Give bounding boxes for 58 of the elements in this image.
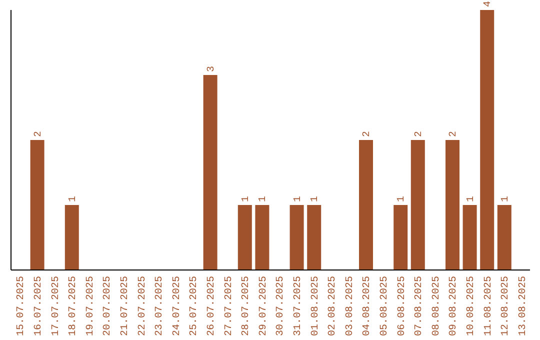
x-tick-label: 16.07.2025 — [33, 276, 44, 336]
x-tick-label: 26.07.2025 — [206, 276, 218, 336]
data-label: 1 — [500, 196, 512, 202]
bar — [64, 205, 79, 270]
x-tick-label: 21.07.2025 — [120, 276, 131, 336]
bar — [462, 205, 477, 270]
data-label: 4 — [483, 0, 494, 7]
data-label: 3 — [206, 66, 218, 72]
bar — [30, 140, 44, 270]
x-tick-label: 31.07.2025 — [292, 276, 304, 336]
bar — [359, 140, 373, 270]
x-tick-label: 18.07.2025 — [68, 276, 80, 336]
bar — [307, 205, 322, 270]
bar — [203, 75, 218, 270]
data-label: 2 — [448, 130, 460, 137]
x-tick-label: 15.07.2025 — [16, 276, 28, 336]
x-tick-label: 30.07.2025 — [276, 276, 287, 336]
x-tick-label: 19.07.2025 — [85, 276, 96, 336]
x-tick-label: 08.08.2025 — [431, 276, 442, 336]
bar — [290, 205, 304, 270]
data-label: 1 — [396, 196, 408, 202]
data-label: 2 — [414, 130, 425, 137]
x-tick-label: 10.08.2025 — [466, 276, 477, 336]
x-tick-label: 29.07.2025 — [258, 276, 270, 336]
x-tick-label: 13.08.2025 — [518, 276, 529, 336]
data-label: 1 — [310, 196, 322, 202]
x-tick-label: 23.07.2025 — [154, 276, 166, 336]
data-label: 1 — [466, 196, 477, 202]
bar — [446, 140, 460, 270]
x-tick-label: 25.07.2025 — [189, 276, 200, 336]
x-tick-label: 05.08.2025 — [379, 276, 390, 336]
x-tick-label: 09.08.2025 — [448, 276, 460, 336]
data-label: 1 — [240, 196, 252, 202]
bar — [410, 140, 425, 270]
bar — [480, 10, 494, 270]
x-tick-label: 12.08.2025 — [500, 276, 512, 336]
x-tick-label: 20.07.2025 — [102, 276, 114, 336]
x-tick-label: 04.08.2025 — [362, 276, 374, 336]
x-tick-label: 07.08.2025 — [414, 276, 426, 336]
data-label: 1 — [68, 196, 79, 202]
data-label: 1 — [292, 196, 304, 202]
x-tick-label: 27.07.2025 — [224, 276, 235, 336]
bar — [394, 205, 408, 270]
x-tick-label: 02.08.2025 — [328, 276, 339, 336]
x-tick-label: 03.08.2025 — [344, 276, 356, 336]
x-tick-label: 28.07.2025 — [241, 276, 252, 336]
x-tick-label: 22.07.2025 — [137, 276, 148, 336]
data-label: 2 — [362, 130, 373, 137]
bar — [238, 205, 252, 270]
data-label: 2 — [33, 130, 44, 137]
data-label: 1 — [258, 196, 270, 202]
x-tick-label: 17.07.2025 — [50, 276, 62, 336]
bar — [255, 205, 270, 270]
x-tick-label: 11.08.2025 — [483, 276, 494, 336]
x-tick-label: 06.08.2025 — [396, 276, 408, 336]
x-tick-label: 01.08.2025 — [310, 276, 322, 336]
bar — [497, 205, 512, 270]
x-tick-label: 24.07.2025 — [172, 276, 183, 336]
